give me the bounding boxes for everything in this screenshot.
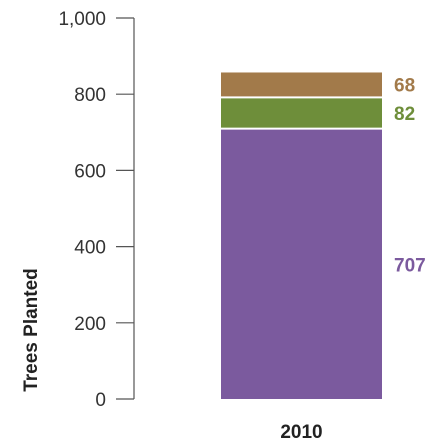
x-category-label: 2010 — [280, 422, 322, 443]
y-ticks: 0 200 400 600 800 1,000 — [58, 9, 134, 411]
bar-segment — [221, 72, 382, 97]
y-tick-label: 800 — [74, 85, 106, 106]
y-axis-label: Trees Planted — [21, 268, 42, 392]
data-labels: 707 82 68 — [394, 75, 426, 276]
bar-segments — [221, 72, 382, 399]
data-label: 82 — [394, 104, 415, 125]
y-tick-label: 200 — [74, 314, 106, 335]
x-category-labels: 2010 — [280, 422, 322, 443]
y-tick-label: 0 — [95, 390, 106, 411]
y-tick-label: 1,000 — [58, 9, 106, 30]
bar-segment — [221, 129, 382, 399]
y-tick-label: 400 — [74, 238, 106, 259]
y-tick-label: 600 — [74, 161, 106, 182]
bar-segment — [221, 98, 382, 128]
data-label: 707 — [394, 255, 426, 276]
data-label: 68 — [394, 75, 415, 96]
